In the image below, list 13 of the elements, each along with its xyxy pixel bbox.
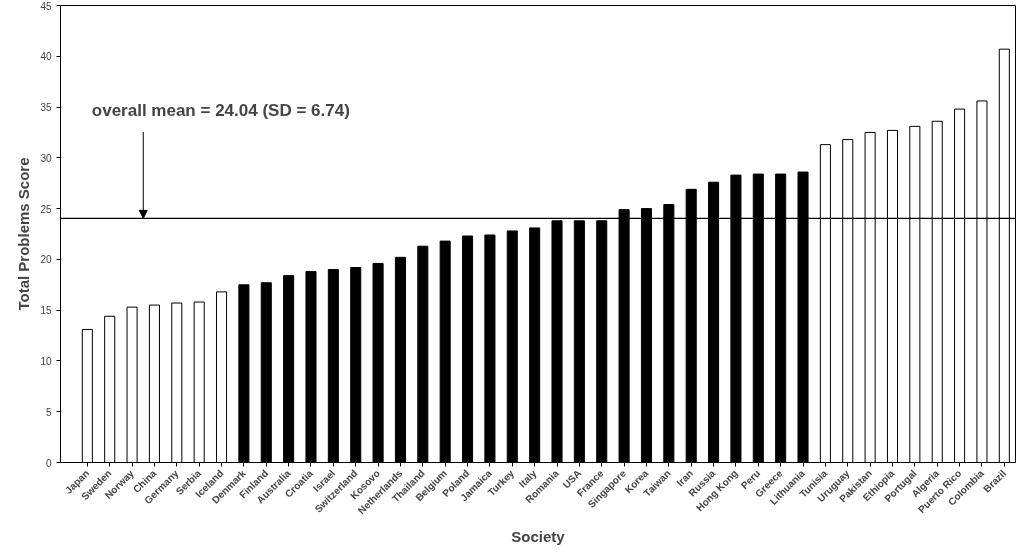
y-tick-label: 40 bbox=[40, 51, 52, 63]
y-axis-title: Total Problems Score bbox=[15, 157, 33, 311]
x-axis-title: Society bbox=[511, 528, 566, 546]
y-tick-label: 20 bbox=[40, 254, 52, 266]
y-tick-label: 10 bbox=[40, 355, 52, 367]
y-tick-label: 45 bbox=[40, 0, 52, 12]
y-tick-label: 5 bbox=[45, 406, 52, 418]
y-tick-label: 0 bbox=[45, 457, 52, 469]
y-tick-label: 15 bbox=[40, 305, 52, 317]
y-tick-label: 35 bbox=[40, 102, 52, 114]
ref-line-label: overall mean = 24.04 (SD = 6.74) bbox=[91, 100, 350, 120]
y-tick-label: 25 bbox=[40, 203, 52, 215]
y-tick-label: 30 bbox=[40, 152, 52, 164]
